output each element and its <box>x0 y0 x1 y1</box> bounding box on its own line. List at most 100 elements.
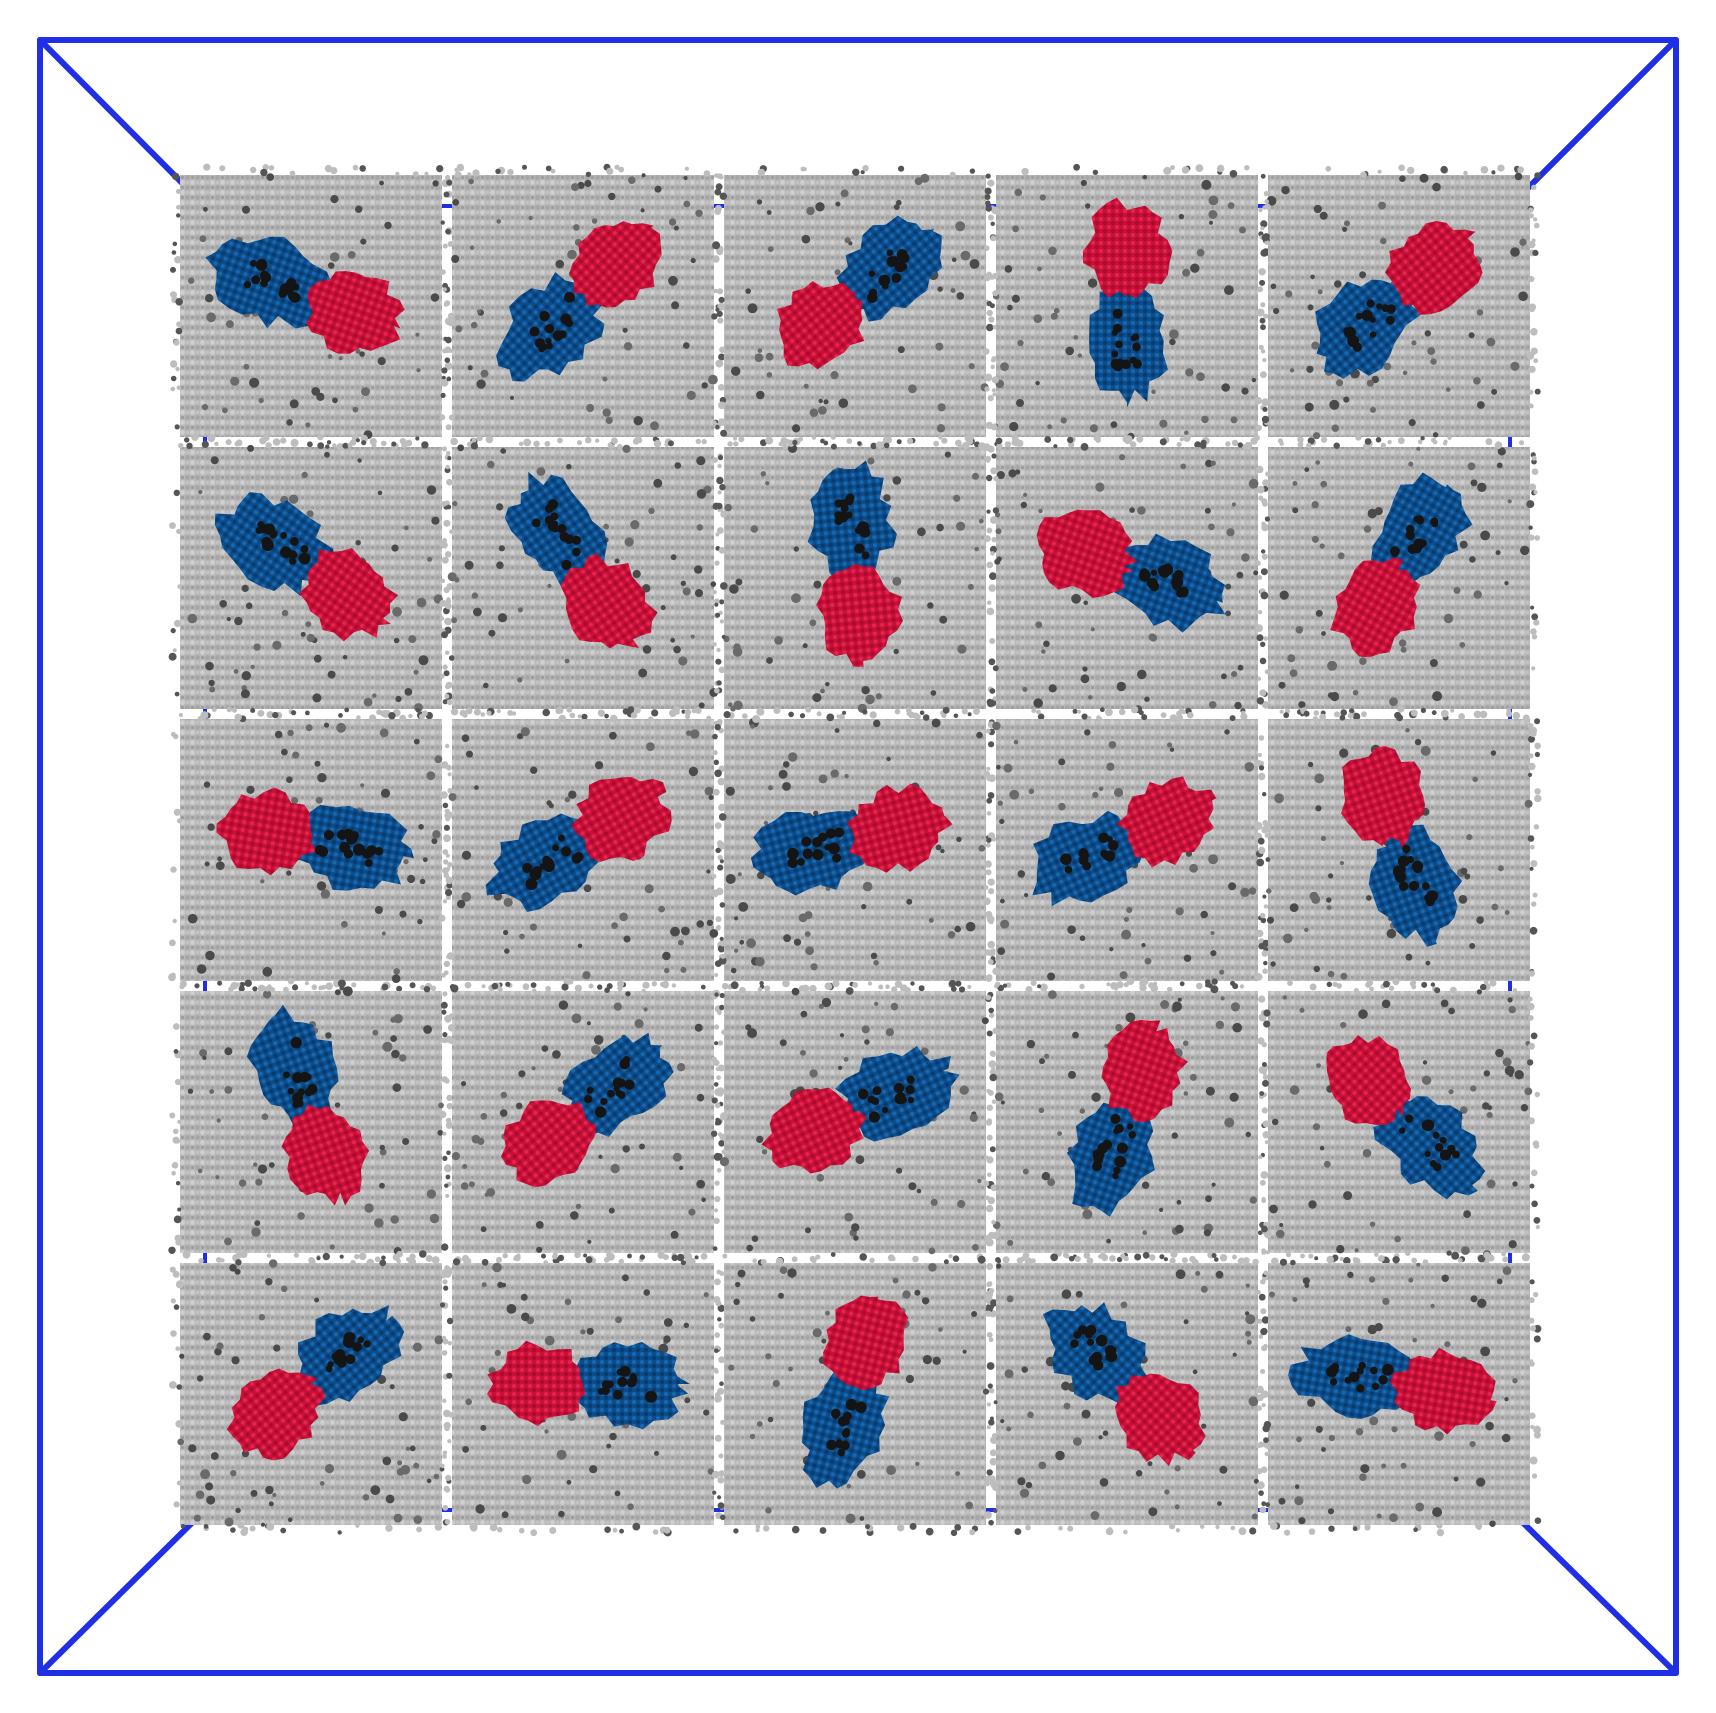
slab-edge-particles <box>441 1253 726 1537</box>
dimer <box>1032 776 1217 907</box>
black-linker <box>529 291 575 353</box>
red-domain <box>569 221 662 308</box>
black-linker <box>1326 1361 1394 1393</box>
slab-edge-particles <box>713 436 998 720</box>
dimer <box>214 492 399 642</box>
dimer <box>1066 1019 1189 1217</box>
cell-2-3 <box>713 436 998 720</box>
red-domain <box>846 783 953 873</box>
slab-edge-particles <box>168 979 453 1264</box>
blue-domain <box>836 215 943 322</box>
black-linker <box>255 521 311 565</box>
cell-4-1 <box>168 979 453 1264</box>
blue-domain <box>1089 280 1168 408</box>
dimer <box>807 460 903 667</box>
red-domain <box>1116 776 1217 868</box>
black-linker <box>857 1075 915 1123</box>
cell-5-1 <box>169 1252 454 1536</box>
dimer <box>501 1032 674 1188</box>
cell-2-4 <box>986 435 1270 721</box>
cell-3-5 <box>1258 708 1542 991</box>
cell-5-3 <box>713 1253 998 1537</box>
cell-3-1 <box>168 709 454 993</box>
blue-domain <box>1109 533 1226 633</box>
red-domain <box>501 1100 597 1188</box>
slab-edge-particles <box>1256 1251 1542 1537</box>
cell-2-5 <box>1256 436 1540 721</box>
dimer <box>801 1295 909 1489</box>
blue-domain <box>807 460 897 588</box>
cell-5-2 <box>441 1253 726 1537</box>
black-linker <box>866 249 910 304</box>
cell-4-3 <box>713 979 998 1264</box>
black-linker <box>787 827 845 869</box>
dimer <box>205 236 405 354</box>
cell-4-4 <box>985 981 1270 1264</box>
black-linker <box>1392 844 1439 907</box>
black-linker <box>522 834 584 891</box>
dimer <box>504 471 658 649</box>
red-domain <box>761 1087 867 1174</box>
dimer <box>246 1004 370 1206</box>
matrix-dark-clusters <box>447 444 719 709</box>
dimer <box>1288 1334 1497 1435</box>
red-domain <box>226 1368 326 1461</box>
dimer <box>496 221 662 382</box>
red-domain <box>1326 1035 1411 1126</box>
cell-4-2 <box>440 980 725 1265</box>
dimer <box>1341 746 1463 947</box>
black-linker <box>1110 308 1142 372</box>
red-domain <box>1036 509 1138 599</box>
red-domain <box>1389 1347 1497 1435</box>
red-domain <box>823 1295 909 1391</box>
cell-2-1 <box>168 437 454 720</box>
red-domain <box>1341 746 1426 849</box>
cell-1-4 <box>985 163 1270 449</box>
box-edge-diagonal-bottom-right <box>1507 1507 1679 1676</box>
cell-1-1 <box>170 163 454 448</box>
red-domain <box>298 548 399 642</box>
black-linker <box>583 1055 635 1118</box>
black-linker <box>1138 563 1189 598</box>
slab-edge-particles <box>712 707 997 993</box>
black-linker <box>834 493 871 560</box>
cell-3-3 <box>712 707 997 993</box>
black-linker <box>597 1365 657 1403</box>
red-domain <box>1082 197 1173 299</box>
red-domain <box>776 280 865 370</box>
red-domain <box>306 271 405 354</box>
slab-edge-particles <box>1256 164 1541 448</box>
dimer <box>1315 221 1483 379</box>
blue-domain <box>801 1364 890 1489</box>
black-linker <box>1343 299 1396 352</box>
red-domain <box>815 563 903 667</box>
dimer <box>1042 1302 1206 1467</box>
red-domain <box>216 787 318 876</box>
box-edge-diagonal-top-right <box>1507 37 1679 209</box>
cell-3-4 <box>985 708 1270 992</box>
cell-1-3 <box>712 165 997 449</box>
dimer <box>485 777 672 913</box>
black-linker <box>531 499 582 570</box>
dimer <box>487 1340 690 1430</box>
matrix-dark-clusters <box>451 173 718 431</box>
box-edge-diagonal-bottom-left <box>37 1507 208 1676</box>
blue-domain <box>1373 1089 1486 1200</box>
dimer <box>1082 197 1173 408</box>
slab-edge-particles <box>170 163 454 448</box>
black-linker <box>1390 515 1439 557</box>
dimer <box>1036 509 1226 633</box>
blue-domain <box>291 804 414 891</box>
cell-grid <box>168 163 1542 1537</box>
blue-domain <box>214 492 335 597</box>
cell-1-2 <box>441 163 726 448</box>
cell-1-5 <box>1256 164 1541 448</box>
red-domain <box>560 553 658 649</box>
dimer <box>216 787 414 891</box>
red-domain <box>487 1340 586 1427</box>
black-linker <box>1399 1114 1460 1172</box>
red-domain <box>281 1104 370 1206</box>
blue-domain <box>205 236 332 329</box>
cell-5-5 <box>1256 1251 1542 1537</box>
